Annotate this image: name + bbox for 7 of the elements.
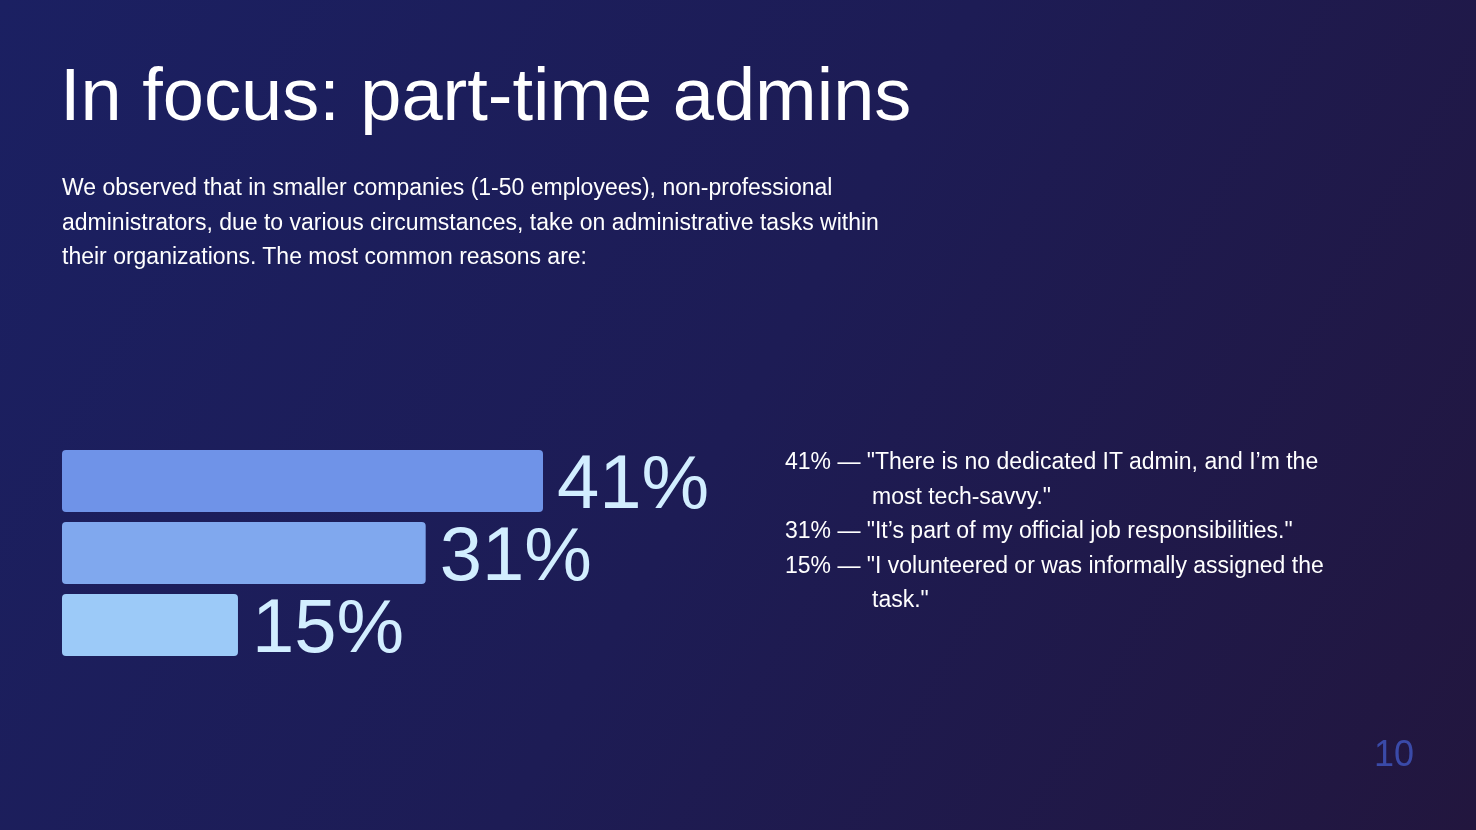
data-label: 15%	[251, 582, 405, 668]
text: 10	[1373, 733, 1414, 775]
text: 31% — "It’s part of my official job responsibilities."	[785, 516, 1294, 545]
chart-subtitle: We observed that in smaller companies (1-50 employees), non-professional administrators, due to various circumstances, take on administrative tasks within their organizations. The most common reasons are:	[62, 173, 880, 271]
text: 15% — "I volunteered or was informally assigned the task."	[785, 550, 1325, 614]
text: 41% — "There is no dedicated IT admin, and I’m the most tech-savvy."	[785, 447, 1320, 511]
chart-title: In focus: part-time admins	[60, 52, 912, 137]
